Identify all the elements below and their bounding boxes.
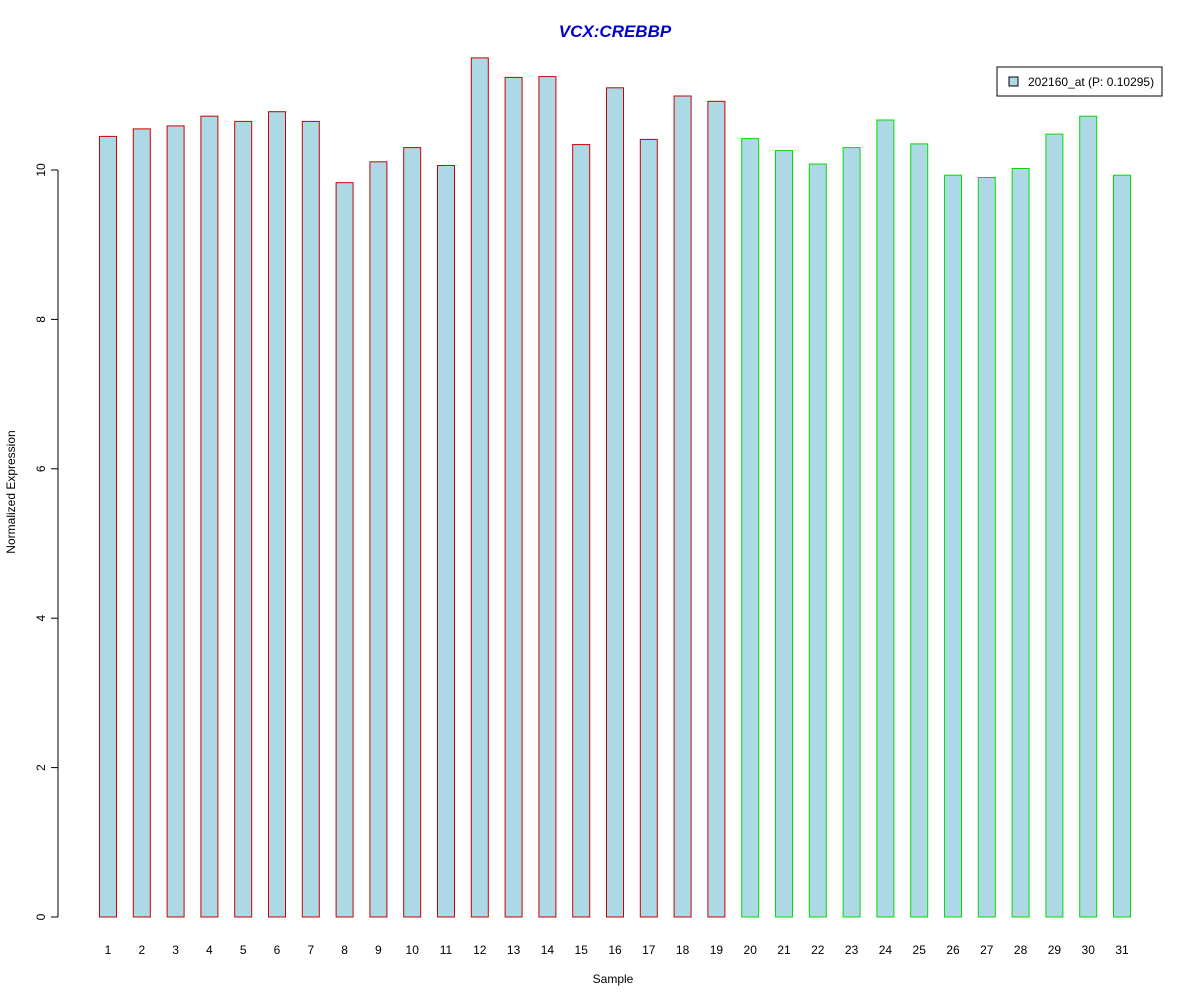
x-tick-label: 15 [575, 943, 589, 957]
x-tick-label: 6 [274, 943, 281, 957]
bar-sample-28 [1011, 168, 1030, 918]
bar-sample-13 [504, 76, 523, 918]
x-tick-label: 28 [1014, 943, 1028, 957]
y-tick-label: 0 [34, 913, 48, 920]
x-tick-label: 3 [172, 943, 179, 957]
y-axis: 0 2 4 6 8 10 [34, 163, 59, 920]
x-tick-label: 26 [946, 943, 960, 957]
y-tick-label: 2 [34, 764, 48, 771]
bar-sample-24 [876, 119, 895, 918]
bar-sample-15 [572, 144, 591, 918]
x-tick-label: 11 [440, 943, 453, 957]
bar-sample-12 [470, 57, 489, 918]
bar-sample-27 [977, 177, 996, 918]
x-tick-label: 19 [710, 943, 724, 957]
bar-sample-16 [606, 87, 624, 918]
y-tick-label: 6 [34, 465, 48, 472]
legend: 202160_at (P: 0.10295) [996, 66, 1163, 97]
x-tick-label: 20 [744, 943, 758, 957]
bar-sample-21 [775, 150, 793, 918]
x-tick-label: 30 [1082, 943, 1096, 957]
bar-sample-8 [335, 182, 354, 918]
legend-box [996, 66, 1163, 97]
bar-sample-26 [944, 174, 962, 918]
y-tick-label: 8 [34, 316, 48, 323]
bar-sample-29 [1045, 133, 1064, 918]
x-tick-label: 24 [879, 943, 893, 957]
x-tick-label: 16 [608, 943, 622, 957]
x-tick-label: 17 [642, 943, 656, 957]
x-axis-label: Sample [593, 972, 634, 986]
x-tick-label: 18 [676, 943, 690, 957]
bar-sample-30 [1079, 115, 1098, 918]
x-tick-label: 21 [777, 943, 791, 957]
x-tick-label: 5 [240, 943, 247, 957]
bar-sample-25 [910, 143, 929, 918]
x-tick-label: 9 [375, 943, 382, 957]
x-tick-label: 22 [811, 943, 825, 957]
legend-swatch [1008, 76, 1019, 87]
bar-sample-31 [1113, 174, 1131, 918]
y-tick-label: 10 [34, 163, 48, 177]
y-tick-label: 4 [34, 615, 48, 622]
bar-sample-23 [842, 147, 861, 918]
x-tick-label: 8 [341, 943, 348, 957]
y-axis-label: Normalized Expression [4, 430, 18, 553]
x-tick-label: 1 [105, 943, 112, 957]
bar-sample-17 [639, 138, 658, 918]
bar-sample-18 [673, 95, 692, 918]
x-tick-label: 10 [406, 943, 420, 957]
x-tick-label: 7 [307, 943, 314, 957]
x-tick-label: 23 [845, 943, 859, 957]
x-tick-label: 14 [541, 943, 555, 957]
x-tick-label: 4 [206, 943, 213, 957]
bar-sample-5 [234, 120, 253, 918]
bar-sample-7 [301, 120, 320, 918]
bar-sample-11 [437, 165, 455, 918]
bar-sample-22 [808, 163, 827, 918]
bar-sample-19 [707, 100, 726, 918]
bar-sample-2 [132, 128, 151, 918]
bars [99, 57, 1131, 918]
bar-sample-20 [741, 138, 760, 918]
chart-title: VCX:CREBBP [559, 22, 672, 41]
bar-sample-10 [403, 147, 422, 918]
x-tick-label: 29 [1048, 943, 1062, 957]
legend-label: 202160_at (P: 0.10295) [1028, 75, 1154, 89]
bar-sample-14 [538, 76, 557, 918]
bar-sample-6 [268, 111, 286, 918]
x-tick-label: 12 [473, 943, 487, 957]
x-tick-label: 13 [507, 943, 521, 957]
x-axis-tick-labels: 1 2 3 4 5 6 7 8 9 10 11 12 13 14 15 16 17 18 19 20 21 22 23 24 2… [105, 943, 1129, 957]
bar-sample-9 [369, 161, 388, 918]
x-tick-label: 2 [138, 943, 145, 957]
x-tick-label: 27 [980, 943, 994, 957]
bar-sample-1 [99, 135, 117, 918]
x-tick-label: 25 [913, 943, 927, 957]
bar-sample-4 [200, 115, 219, 918]
bar-sample-3 [166, 125, 185, 918]
x-tick-label: 31 [1115, 943, 1129, 957]
